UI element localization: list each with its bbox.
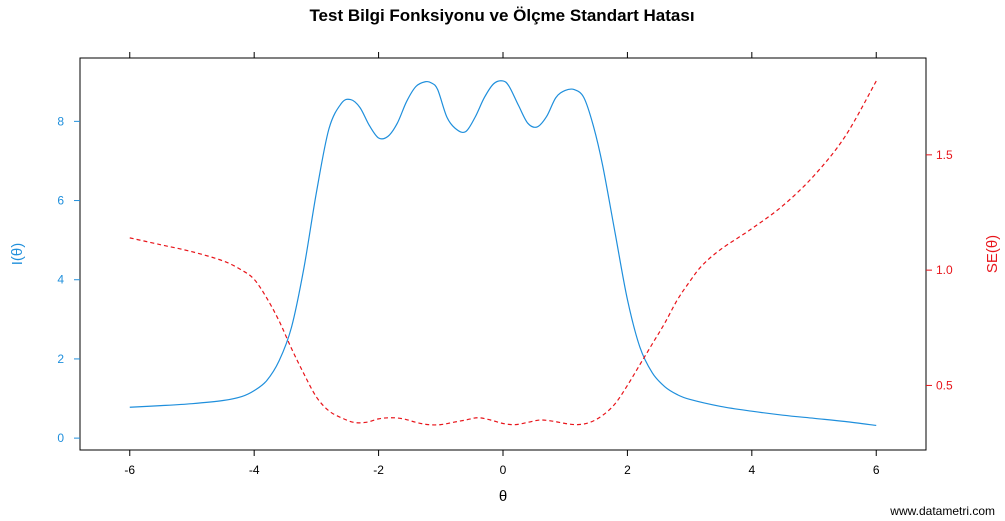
left-y-tick-label: 0 [57,431,64,445]
series-layer [129,80,877,427]
chart-title: Test Bilgi Fonksiyonu ve Ölçme Standart … [309,6,694,25]
x-tick-label: 6 [873,463,880,477]
axis-layer: -6 -4 -2 0 2 4 6 0 2 4 6 8 0.5 1.0 1.5 [57,52,953,477]
x-axis-label: θ [499,488,507,505]
x-tick-label: -6 [124,463,135,477]
right-y-tick-label: 1.0 [936,263,953,277]
watermark: www.datametri.com [890,504,995,518]
standard-error-curve [129,80,877,426]
plot-frame [79,57,927,451]
x-tick-label: -2 [373,463,384,477]
information-curve [129,80,877,427]
x-tick-label: 0 [500,463,507,477]
x-tick-label: 2 [624,463,631,477]
left-y-tick-label: 2 [57,352,64,366]
right-y-axis-label: SE(θ) [984,235,1001,273]
right-y-tick-label: 0.5 [936,378,953,392]
left-y-axis-label: I(θ) [9,243,26,266]
x-tick-label: -4 [249,463,260,477]
left-y-tick-label: 6 [57,194,64,208]
right-y-tick-label: 1.5 [936,148,953,162]
left-y-tick-label: 4 [57,273,64,287]
left-y-tick-label: 8 [57,114,64,128]
x-tick-label: 4 [748,463,755,477]
